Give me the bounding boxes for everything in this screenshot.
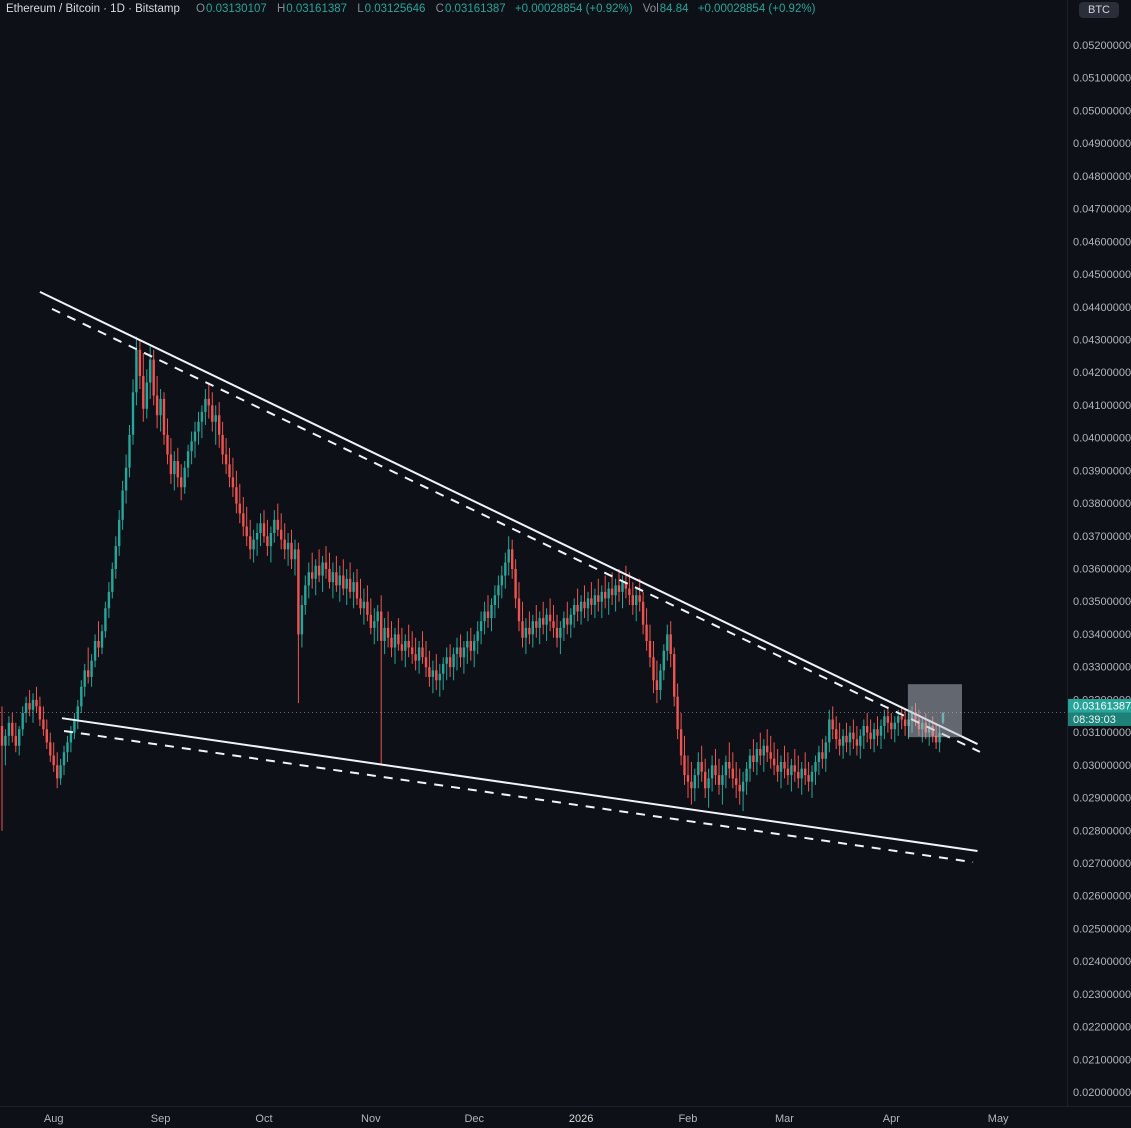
svg-text:0.03000000: 0.03000000 — [1073, 760, 1131, 772]
svg-text:0.04600000: 0.04600000 — [1073, 236, 1131, 248]
svg-text:2026: 2026 — [569, 1113, 593, 1125]
svg-text:0.03100000: 0.03100000 — [1073, 727, 1131, 739]
high-value: 0.03161387 — [286, 3, 348, 15]
svg-text:0.02600000: 0.02600000 — [1073, 891, 1131, 903]
currency-button[interactable]: BTC — [1079, 2, 1119, 18]
svg-text:0.03700000: 0.03700000 — [1073, 531, 1131, 543]
svg-text:0.03400000: 0.03400000 — [1073, 629, 1131, 641]
svg-text:0.03500000: 0.03500000 — [1073, 596, 1131, 608]
volume-label: Vol — [642, 3, 659, 15]
svg-text:0.04900000: 0.04900000 — [1073, 138, 1131, 150]
wedge-upper-trendline[interactable] — [39, 290, 978, 745]
svg-text:0.03800000: 0.03800000 — [1073, 498, 1131, 510]
down-candle-wicks — [1, 340, 937, 831]
svg-text:0.03300000: 0.03300000 — [1073, 662, 1131, 674]
price-label-value: 0.03161387 — [1073, 701, 1131, 713]
svg-text:0.03900000: 0.03900000 — [1073, 465, 1131, 477]
svg-text:0.02100000: 0.02100000 — [1073, 1054, 1131, 1066]
svg-text:0.02200000: 0.02200000 — [1073, 1022, 1131, 1034]
svg-text:Dec: Dec — [464, 1113, 484, 1125]
svg-text:0.04500000: 0.04500000 — [1073, 269, 1131, 281]
symbol-title[interactable]: Ethereum / Bitcoin · 1D · Bitstamp — [6, 3, 180, 15]
svg-text:0.02700000: 0.02700000 — [1073, 858, 1131, 870]
volume-change-value: +0.00028854 (+0.92%) — [697, 3, 816, 15]
price-label-countdown: 08:39:03 — [1073, 714, 1116, 726]
down-candle-bodies — [0, 349, 938, 792]
svg-text:0.04100000: 0.04100000 — [1073, 400, 1131, 412]
svg-text:0.02300000: 0.02300000 — [1073, 989, 1131, 1001]
svg-text:0.02800000: 0.02800000 — [1073, 825, 1131, 837]
time-axis[interactable]: Aug Sep Oct Nov Dec 2026 Feb Mar Apr May — [44, 1113, 1009, 1125]
svg-text:Mar: Mar — [775, 1113, 794, 1125]
close-value: 0.03161387 — [444, 3, 506, 15]
svg-text:0.05200000: 0.05200000 — [1073, 40, 1131, 52]
svg-text:0.04400000: 0.04400000 — [1073, 302, 1131, 314]
svg-text:Nov: Nov — [361, 1113, 381, 1125]
svg-text:Aug: Aug — [44, 1113, 64, 1125]
chart-legend: Ethereum / Bitcoin · 1D · Bitstamp O0.03… — [6, 3, 815, 16]
selection-box[interactable] — [907, 684, 962, 738]
up-candle-bodies — [4, 349, 945, 792]
svg-text:0.02900000: 0.02900000 — [1073, 793, 1131, 805]
close-label: C — [435, 3, 444, 15]
svg-text:May: May — [988, 1113, 1009, 1125]
open-value: 0.03130107 — [206, 3, 267, 15]
svg-text:0.04800000: 0.04800000 — [1073, 171, 1131, 183]
wedge-upper-trendline-dashed[interactable] — [51, 307, 981, 753]
svg-text:0.02400000: 0.02400000 — [1073, 956, 1131, 968]
svg-text:Apr: Apr — [883, 1113, 900, 1125]
svg-text:Sep: Sep — [151, 1113, 171, 1125]
volume-value: 84.84 — [659, 3, 689, 15]
svg-text:0.04000000: 0.04000000 — [1073, 433, 1131, 445]
svg-text:0.02500000: 0.02500000 — [1073, 923, 1131, 935]
low-label: L — [357, 3, 364, 15]
svg-text:0.02000000: 0.02000000 — [1073, 1087, 1131, 1099]
svg-text:0.03600000: 0.03600000 — [1073, 564, 1131, 576]
svg-text:0.04200000: 0.04200000 — [1073, 367, 1131, 379]
open-label: O — [196, 3, 205, 15]
svg-text:0.05000000: 0.05000000 — [1073, 105, 1131, 117]
svg-text:0.04700000: 0.04700000 — [1073, 204, 1131, 216]
svg-text:Oct: Oct — [255, 1113, 272, 1125]
svg-text:0.04300000: 0.04300000 — [1073, 334, 1131, 346]
wedge-lower-trendline-dashed[interactable] — [63, 729, 974, 864]
change-value: +0.00028854 (+0.92%) — [514, 3, 633, 15]
high-label: H — [276, 3, 286, 15]
svg-text:Feb: Feb — [678, 1113, 697, 1125]
price-axis[interactable]: 0.05200000 0.05100000 0.05000000 0.04900000… — [1073, 40, 1131, 1099]
low-value: 0.03125646 — [364, 3, 426, 15]
svg-text:0.05100000: 0.05100000 — [1073, 73, 1131, 85]
wedge-lower-trendline[interactable] — [61, 717, 978, 853]
